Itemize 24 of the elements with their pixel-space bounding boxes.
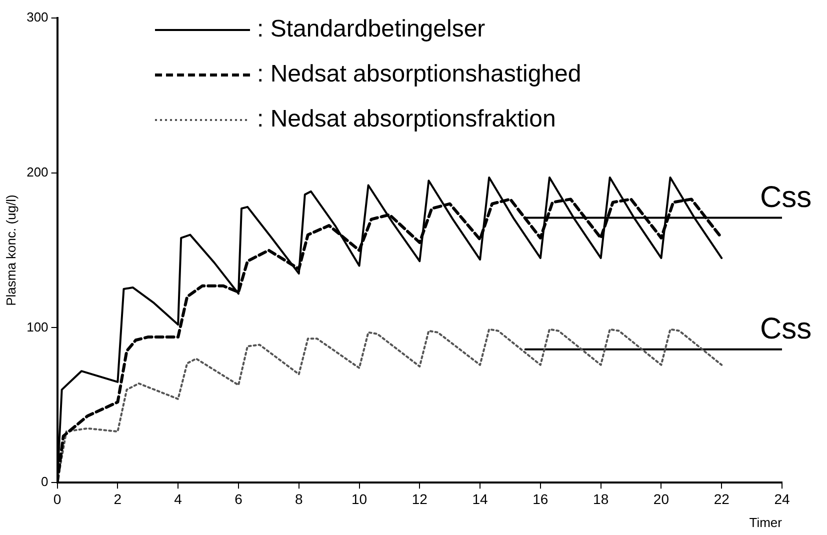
x-tick-label: 16 bbox=[532, 490, 548, 507]
y-tick-label: 300 bbox=[26, 10, 48, 25]
x-tick-label: 8 bbox=[294, 490, 303, 507]
legend-label: : Nedsat absorptionsfraktion bbox=[257, 106, 556, 133]
annotation: Css bbox=[760, 181, 812, 214]
x-tick-label: 22 bbox=[714, 490, 730, 507]
x-tick-label: 12 bbox=[412, 490, 428, 507]
y-tick-label: 0 bbox=[41, 474, 48, 490]
x-axis-title: Timer bbox=[749, 514, 783, 530]
legend-label: : Nedsat absorptionshastighed bbox=[257, 60, 582, 88]
annotation: Css bbox=[760, 312, 812, 346]
x-tick-label: 4 bbox=[174, 490, 182, 507]
legend-label: : Standardbetingelser bbox=[257, 16, 486, 43]
x-tick-label: 18 bbox=[593, 490, 609, 507]
y-axis-title: Plasma konc. (ug/l) bbox=[3, 194, 18, 306]
x-tick-label: 14 bbox=[472, 490, 488, 507]
x-tick-label: 0 bbox=[53, 490, 62, 507]
x-tick-label: 10 bbox=[351, 490, 368, 507]
y-tick-label: 200 bbox=[26, 164, 48, 180]
x-tick-label: 20 bbox=[653, 490, 670, 507]
y-tick-label: 100 bbox=[26, 319, 48, 334]
x-tick-label: 6 bbox=[234, 490, 243, 507]
x-tick-label: 2 bbox=[114, 490, 122, 507]
x-tick-label: 24 bbox=[774, 490, 790, 507]
